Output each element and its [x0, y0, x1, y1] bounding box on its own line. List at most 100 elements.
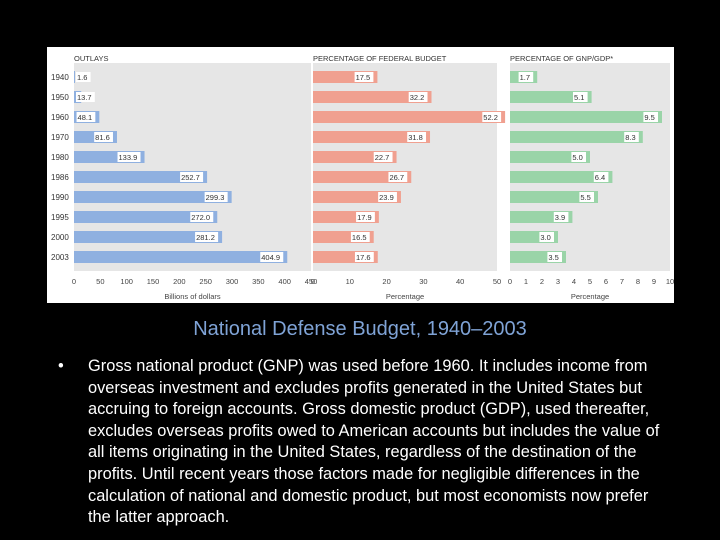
year-label-1970: 1970 — [51, 133, 69, 142]
year-label-1940: 1940 — [51, 73, 69, 82]
outlays-tick-label-450: 450 — [305, 277, 318, 286]
federal-budget-title: PERCENTAGE OF FEDERAL BUDGET — [313, 54, 447, 63]
gnp-gdp-tick-label-6: 6 — [604, 277, 608, 286]
outlays-bar-2000 — [74, 231, 223, 243]
outlays-value-label-1940: 1.6 — [77, 73, 87, 82]
outlays-value-label-bg-1940 — [76, 72, 91, 82]
outlays-axis-label: Billions of dollars — [164, 292, 221, 301]
federal-budget-tick-label-20: 20 — [382, 277, 390, 286]
federal-budget-bar-1960 — [313, 111, 506, 123]
outlays-tick-label-150: 150 — [147, 277, 160, 286]
outlays-value-label-1980: 133.9 — [119, 153, 138, 162]
federal-budget-value-label-1960: 52.2 — [483, 113, 498, 122]
gnp-gdp-value-label-bg-1980 — [571, 152, 586, 162]
outlays-value-label-bg-2000 — [195, 232, 219, 242]
gnp-gdp-value-label-1990: 5.5 — [580, 193, 590, 202]
gnp-gdp-title: PERCENTAGE OF GNP/GDP* — [510, 54, 613, 63]
federal-budget-tick-label-50: 50 — [493, 277, 501, 286]
gnp-gdp-value-label-bg-1960 — [643, 112, 658, 122]
gnp-gdp-bar-1990 — [510, 191, 598, 203]
gnp-gdp-value-label-bg-2003 — [547, 252, 562, 262]
gnp-gdp-value-label-bg-1995 — [553, 212, 569, 222]
outlays-value-label-1986: 252.7 — [181, 173, 200, 182]
outlays-value-label-bg-1986 — [180, 172, 204, 182]
outlays-value-label-2003: 404.9 — [261, 253, 280, 262]
federal-budget-value-label-bg-1950 — [408, 92, 428, 102]
outlays-value-label-1990: 299.3 — [206, 193, 225, 202]
defense-budget-chart: 1940195019601970198019861990199520002003… — [51, 54, 674, 301]
federal-budget-value-label-1940: 17.5 — [356, 73, 371, 82]
gnp-gdp-tick-label-0: 0 — [508, 277, 512, 286]
outlays-bar-2003 — [74, 251, 288, 263]
federal-budget-value-label-bg-1960 — [482, 112, 502, 122]
outlays-title: OUTLAYS — [74, 54, 108, 63]
outlays-tick-label-50: 50 — [96, 277, 104, 286]
outlays-tick-label-100: 100 — [120, 277, 133, 286]
gnp-gdp-value-label-bg-1950 — [573, 92, 588, 102]
outlays-value-label-bg-1995 — [190, 212, 214, 222]
gnp-gdp-value-label-2000: 3.0 — [540, 233, 550, 242]
gnp-gdp-tick-label-2: 2 — [540, 277, 544, 286]
year-label-1995: 1995 — [51, 213, 69, 222]
outlays-value-label-1950: 13.7 — [77, 93, 92, 102]
federal-budget-value-label-bg-1986 — [388, 172, 408, 182]
outlays-value-label-bg-1960 — [76, 112, 96, 122]
federal-budget-tick-label-0: 0 — [311, 277, 315, 286]
footnote-text: Gross national product (GNP) was used be… — [88, 357, 660, 527]
outlays-value-label-1970: 81.6 — [95, 133, 110, 142]
gnp-gdp-value-label-1995: 3.9 — [555, 213, 565, 222]
gnp-gdp-tick-label-1: 1 — [524, 277, 528, 286]
outlays-tick-label-300: 300 — [226, 277, 239, 286]
year-label-2003: 2003 — [51, 253, 69, 262]
federal-budget-value-label-1990: 23.9 — [379, 193, 394, 202]
gnp-gdp-bar-1950 — [510, 91, 592, 103]
outlays-bar-1990 — [74, 191, 232, 203]
year-label-1986: 1986 — [51, 173, 69, 182]
gnp-gdp-value-label-2003: 3.5 — [548, 253, 558, 262]
year-label-2000: 2000 — [51, 233, 69, 242]
outlays-value-label-bg-1950 — [76, 92, 95, 102]
gnp-gdp-value-label-1940: 1.7 — [520, 73, 530, 82]
federal-budget-axis-label: Percentage — [386, 292, 424, 301]
defense-budget-figure: 1940 1950 1960 1970 1980 1986 1990 1995 2000 2003… — [47, 47, 674, 303]
outlays-value-label-bg-1990 — [204, 192, 228, 202]
federal-budget-value-label-1980: 22.7 — [375, 153, 390, 162]
gnp-gdp-value-label-1970: 8.3 — [625, 133, 635, 142]
federal-budget-tick-label-10: 10 — [346, 277, 354, 286]
outlays-value-label-1960: 48.1 — [78, 113, 93, 122]
federal-budget-value-label-1986: 26.7 — [389, 173, 404, 182]
federal-budget-value-label-1995: 17.9 — [357, 213, 372, 222]
gnp-gdp-bar-1986 — [510, 171, 613, 183]
federal-budget-value-label-bg-1980 — [373, 152, 393, 162]
year-label-1950: 1950 — [51, 93, 69, 102]
gnp-gdp-bar-1970 — [510, 131, 643, 143]
outlays-tick-label-400: 400 — [278, 277, 291, 286]
gnp-gdp-value-label-bg-1990 — [579, 192, 594, 202]
outlays-value-label-1995: 272.0 — [191, 213, 210, 222]
outlays-value-label-bg-1970 — [94, 132, 113, 142]
gnp-gdp-tick-label-4: 4 — [572, 277, 576, 286]
gnp-gdp-value-label-1950: 5.1 — [574, 93, 584, 102]
gnp-gdp-value-label-bg-1970 — [624, 132, 639, 142]
gnp-gdp-value-label-bg-1986 — [593, 172, 609, 182]
outlays-bar-1940 — [74, 71, 75, 83]
gnp-gdp-axis-label: Percentage — [571, 292, 609, 301]
federal-budget-tick-label-30: 30 — [419, 277, 427, 286]
gnp-gdp-tick-label-9: 9 — [652, 277, 656, 286]
outlays-tick-label-0: 0 — [72, 277, 76, 286]
federal-budget-value-label-bg-1940 — [354, 72, 374, 82]
outlays-value-label-bg-2003 — [260, 252, 284, 262]
federal-budget-bar-1950 — [313, 91, 432, 103]
gnp-gdp-tick-label-3: 3 — [556, 277, 560, 286]
outlays-tick-label-350: 350 — [252, 277, 265, 286]
figure-caption: National Defense Budget, 1940–2003 — [193, 318, 527, 340]
gnp-gdp-bar-1960 — [510, 111, 662, 123]
gnp-gdp-value-label-1986: 6.4 — [595, 173, 605, 182]
federal-budget-value-label-bg-2000 — [350, 232, 370, 242]
federal-budget-value-label-bg-1995 — [356, 212, 375, 222]
gnp-gdp-tick-label-8: 8 — [636, 277, 640, 286]
outlays-tick-label-200: 200 — [173, 277, 186, 286]
federal-budget-value-label-bg-1970 — [407, 132, 427, 142]
gnp-gdp-value-label-1960: 9.5 — [644, 113, 654, 122]
federal-budget-value-label-bg-1990 — [378, 192, 397, 202]
